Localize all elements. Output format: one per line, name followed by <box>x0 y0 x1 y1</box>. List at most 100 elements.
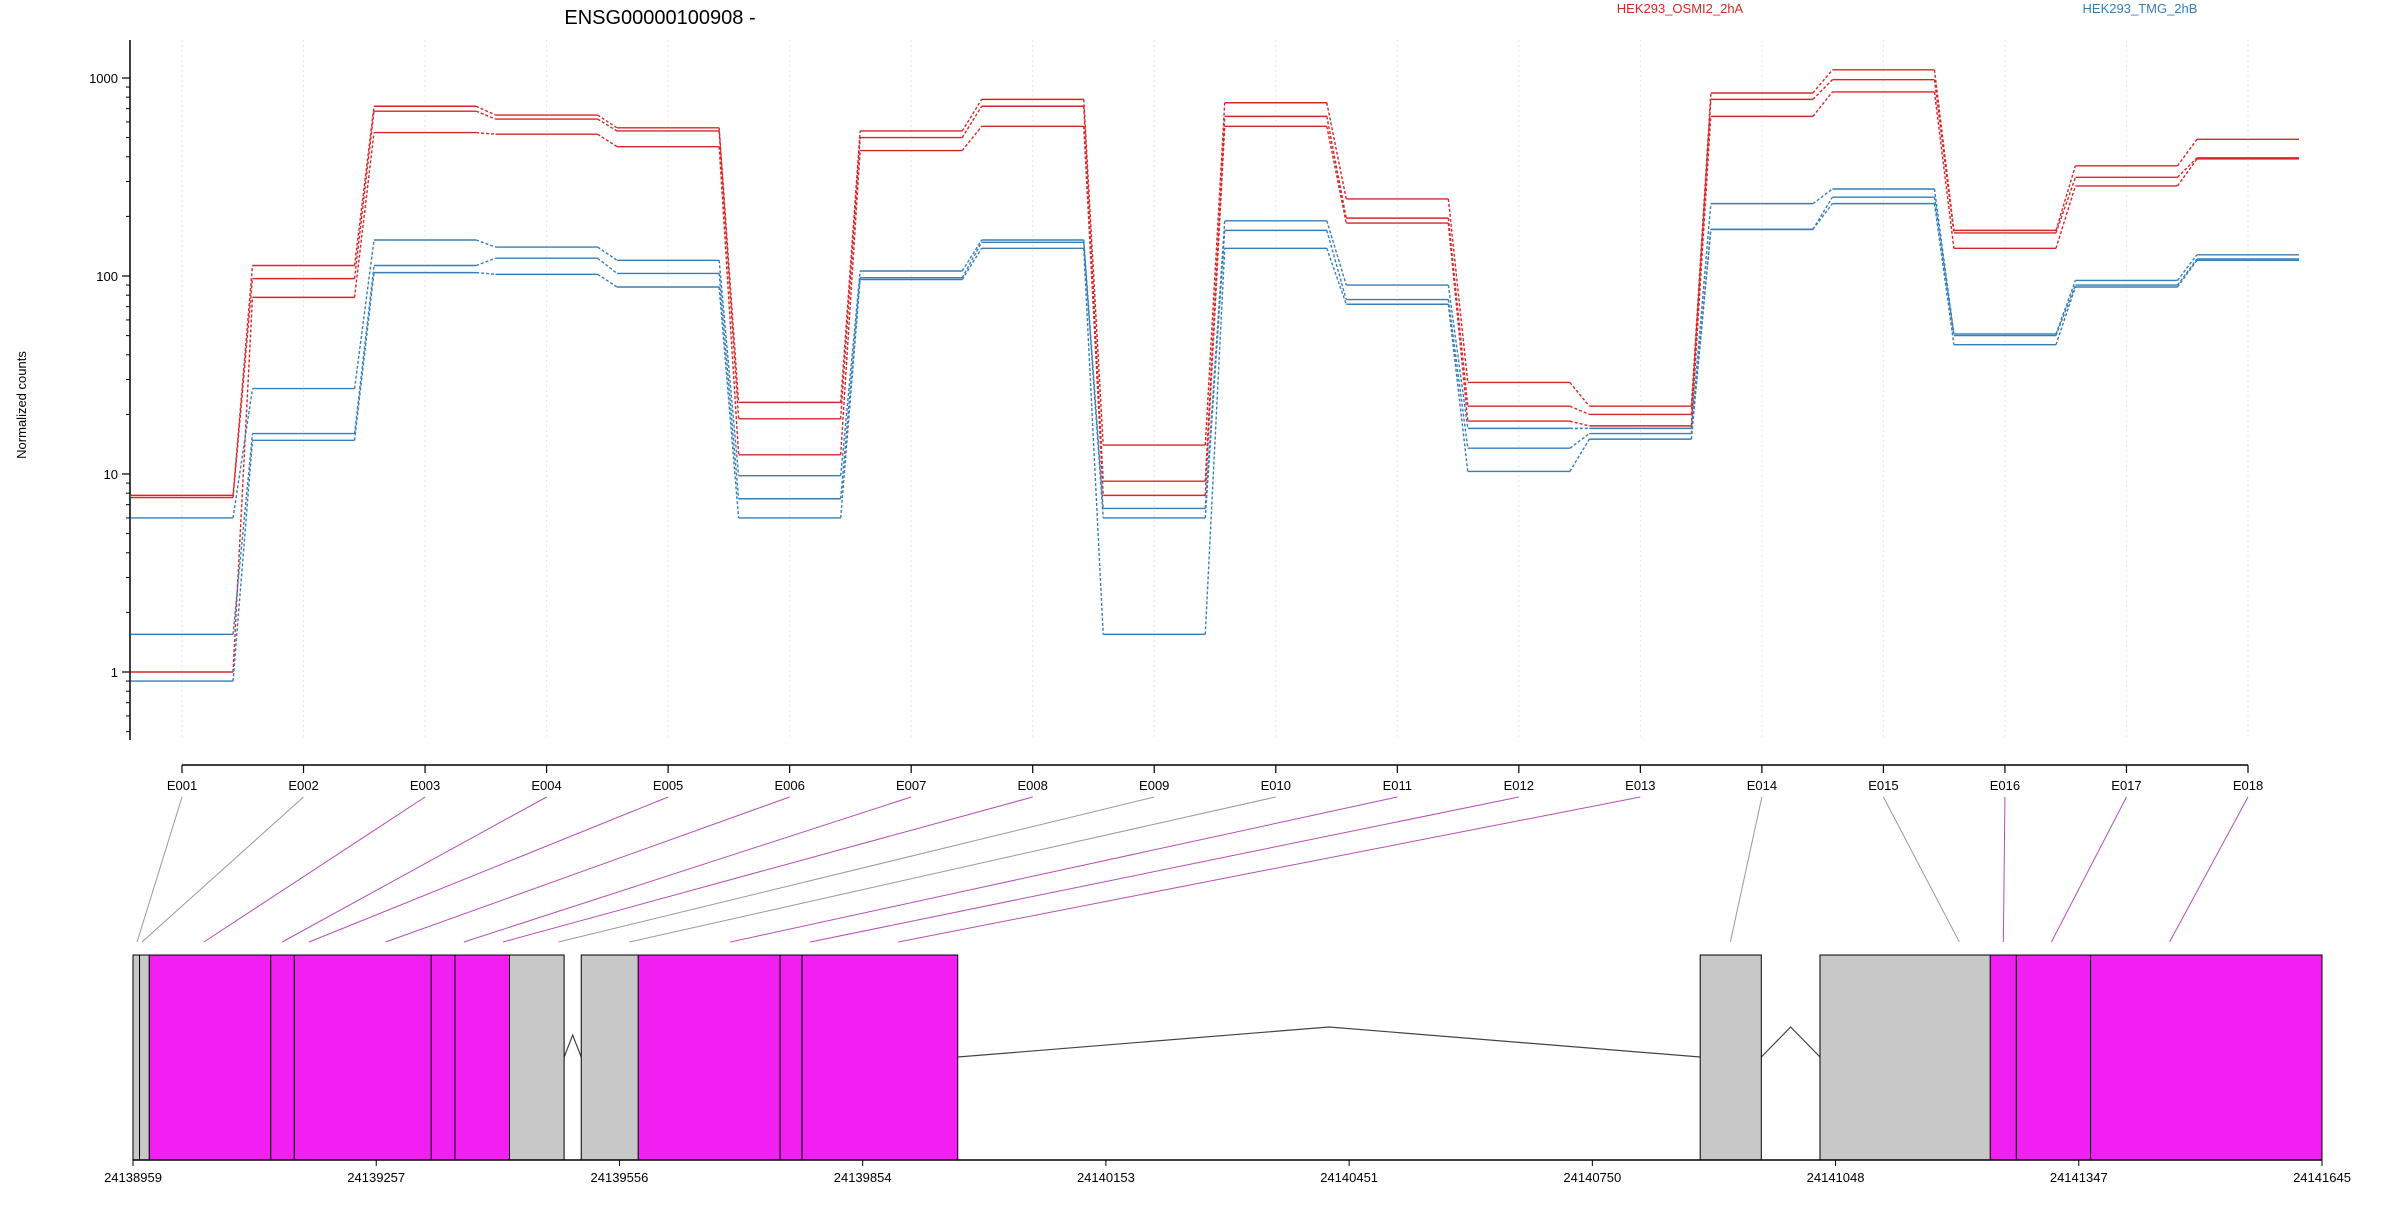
series-connector <box>1204 230 1226 518</box>
connector-e008 <box>502 796 1033 943</box>
exon-tick-label: E014 <box>1747 778 1777 793</box>
exon-tick-label: E001 <box>167 778 197 793</box>
series-connector <box>1447 284 1469 429</box>
coord-tick-label: 24139556 <box>591 1170 649 1185</box>
series-connector <box>1933 79 1955 234</box>
connector-e011 <box>730 796 1398 943</box>
exon-box-e014 <box>1699 954 1762 1161</box>
series-connector <box>839 270 861 476</box>
series-connector <box>961 98 983 132</box>
series-connector <box>597 133 618 148</box>
exon-box-e012 <box>801 954 959 1161</box>
series-0 <box>130 69 2300 497</box>
series-connector <box>232 388 254 519</box>
series-connector <box>232 297 254 673</box>
exon-box-e009 <box>580 954 639 1161</box>
series-connector <box>1083 248 1104 635</box>
exon-box-e006 <box>430 954 456 1161</box>
intron-line <box>1760 1026 1821 1058</box>
series-lines <box>130 69 2300 682</box>
series-connector <box>232 278 254 498</box>
exon-tick-label: E016 <box>1990 778 2020 793</box>
exon-tick-label: E003 <box>410 778 440 793</box>
series-connector <box>597 114 618 129</box>
series-connector <box>1569 382 1590 407</box>
series-connector <box>1447 223 1469 422</box>
series-connector <box>839 150 861 455</box>
exon-box-e018 <box>2090 954 2323 1161</box>
series-connector <box>1326 116 1347 219</box>
series-connector <box>2177 157 2198 178</box>
series-connector <box>475 257 496 267</box>
connector-e002 <box>141 796 304 943</box>
series-connector <box>476 271 496 275</box>
exon-box-e003 <box>148 954 272 1161</box>
connector-e009 <box>558 796 1155 943</box>
coord-tick-label: 24140750 <box>1563 1170 1621 1185</box>
series-connector <box>2055 177 2077 234</box>
series-connector <box>961 125 983 152</box>
exon-box-e016 <box>1989 954 2017 1161</box>
coord-tick-label: 24139257 <box>347 1170 405 1185</box>
exon-tick-label: E005 <box>653 778 683 793</box>
series-connector <box>718 286 740 518</box>
series-connector <box>232 433 254 635</box>
series-1 <box>130 79 2300 499</box>
y-tick-label: 100 <box>96 269 118 284</box>
series-3 <box>130 188 2300 519</box>
coord-tick-label: 24141347 <box>2050 1170 2108 1185</box>
connector-e017 <box>2050 796 2127 943</box>
connector-e003 <box>203 796 426 943</box>
series-connector <box>2176 254 2198 281</box>
series-connector <box>1812 203 1833 230</box>
series-connector <box>1447 218 1469 407</box>
series-connector <box>718 260 740 476</box>
series-connector <box>2055 284 2077 336</box>
series-connector <box>475 239 496 248</box>
series-connector <box>1933 203 1955 345</box>
intron-line <box>957 1026 1701 1058</box>
series-connector <box>353 265 375 434</box>
series-connector <box>1569 433 1590 449</box>
series-connector <box>1083 106 1104 482</box>
connector-e001 <box>136 796 183 943</box>
series-connector <box>353 272 375 441</box>
exon-tick-label: E018 <box>2233 778 2263 793</box>
legend-entry-osmi: HEK293_OSMI2_2hA <box>1617 1 1744 16</box>
series-connector <box>1933 69 1955 231</box>
y-tick-label: 1 <box>111 665 118 680</box>
series-connector <box>1083 242 1104 518</box>
exon-connectors <box>136 796 2249 943</box>
series-connector <box>353 111 375 279</box>
series-connector <box>1933 91 1955 249</box>
series-connector <box>961 247 983 280</box>
exon-tick-label: E008 <box>1018 778 1048 793</box>
series-connector <box>232 440 254 682</box>
series-connector <box>353 132 375 298</box>
series-connector <box>1083 126 1104 496</box>
intron-line <box>563 1033 582 1058</box>
y-axis: 1 10 100 1000 <box>89 40 131 740</box>
genomic-coordinate-axis: 24138959 24139257 24139556 24139854 24140153… <box>104 1159 2351 1185</box>
series-connector <box>1204 220 1226 509</box>
series-connector <box>1569 420 1590 427</box>
series-connector <box>1326 102 1347 200</box>
gene-model <box>132 954 2323 1161</box>
series-connector <box>1569 405 1590 416</box>
series-connector <box>839 277 861 499</box>
connector-e012 <box>810 796 1519 943</box>
series-connector <box>1569 438 1590 472</box>
series-connector <box>718 273 740 499</box>
exon-tick-label: E012 <box>1504 778 1534 793</box>
series-connector <box>2055 280 2077 335</box>
grid-layer <box>181 40 2249 740</box>
series-connector <box>2055 185 2077 249</box>
series-connector <box>839 130 861 403</box>
series-connector <box>1326 230 1347 300</box>
series-connector <box>597 118 618 132</box>
y-tick-label: 10 <box>104 467 118 482</box>
coord-tick-label: 24141645 <box>2293 1170 2351 1185</box>
connector-e014 <box>1729 796 1763 943</box>
